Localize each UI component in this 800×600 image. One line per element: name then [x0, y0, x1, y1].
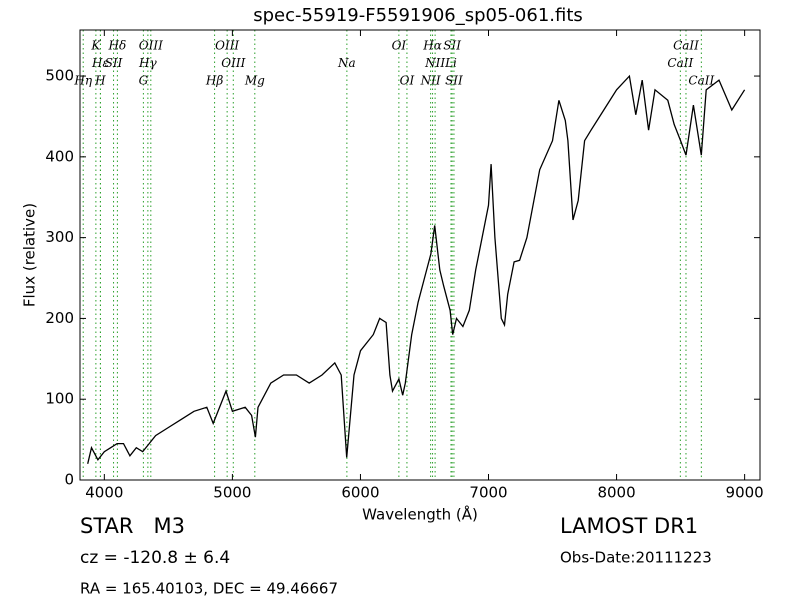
spectral-line-label: K [90, 39, 101, 53]
spectral-line-label: Mg [244, 74, 265, 88]
y-tick-label: 200 [45, 309, 74, 327]
spectral-line-label: Hβ [205, 74, 223, 88]
y-tick-label: 300 [45, 228, 74, 246]
spectral-line-label: Hη [73, 74, 92, 88]
spectral-line-label: SII [105, 56, 123, 70]
spectral-line-label: Li [444, 56, 457, 70]
y-tick-label: 500 [45, 67, 74, 85]
survey-label: LAMOST DR1 [560, 514, 698, 538]
spectral-line-label: Na [337, 56, 356, 70]
spectral-line-label: OIII [215, 39, 239, 53]
spectral-line-label: OIII [139, 39, 163, 53]
spectral-line-label: OI [392, 39, 407, 53]
coords-label: RA = 165.40103, DEC = 49.46667 [80, 580, 338, 598]
plot-frame [79, 29, 761, 481]
x-tick-label: 9000 [726, 484, 764, 502]
spectral-line-label: OIII [221, 56, 245, 70]
spectral-line-label: CaII [688, 74, 714, 88]
y-axis-label: Flux (relative) [21, 203, 39, 307]
y-tick-label: 400 [45, 147, 74, 165]
x-tick-label: 4000 [85, 484, 123, 502]
spectral-line-label: NII [424, 56, 445, 70]
x-axis-label: Wavelength (Å) [362, 505, 478, 524]
spectrum-line [87, 74, 746, 464]
spectral-line-label: H [94, 74, 106, 88]
spectral-line-label: G [139, 74, 149, 88]
object-label: STAR M3 [80, 514, 185, 538]
spectral-line-label: NII [420, 74, 441, 88]
spectral-line-label: CaII [673, 39, 699, 53]
spectral-line-label: OI [400, 74, 415, 88]
spectral-line-label: SII [445, 74, 463, 88]
spectral-line-label: Hγ [138, 56, 157, 70]
spectral-line-label: SII [443, 39, 461, 53]
date-label: Obs-Date:20111223 [560, 549, 712, 567]
spectral-line-label: CaII [667, 56, 693, 70]
spectral-line-label: Hδ [108, 39, 127, 53]
x-tick-label: 8000 [597, 484, 635, 502]
cz-label: cz = -120.8 ± 6.4 [80, 548, 230, 568]
x-tick-label: 6000 [341, 484, 379, 502]
x-tick-label: 5000 [213, 484, 251, 502]
x-tick-label: 7000 [469, 484, 507, 502]
spectral-line-label: Hα [422, 39, 442, 53]
chart-title: spec-55919-F5591906_sp05-061.fits [253, 5, 583, 26]
y-tick-label: 0 [64, 471, 74, 489]
y-tick-label: 100 [45, 390, 74, 408]
